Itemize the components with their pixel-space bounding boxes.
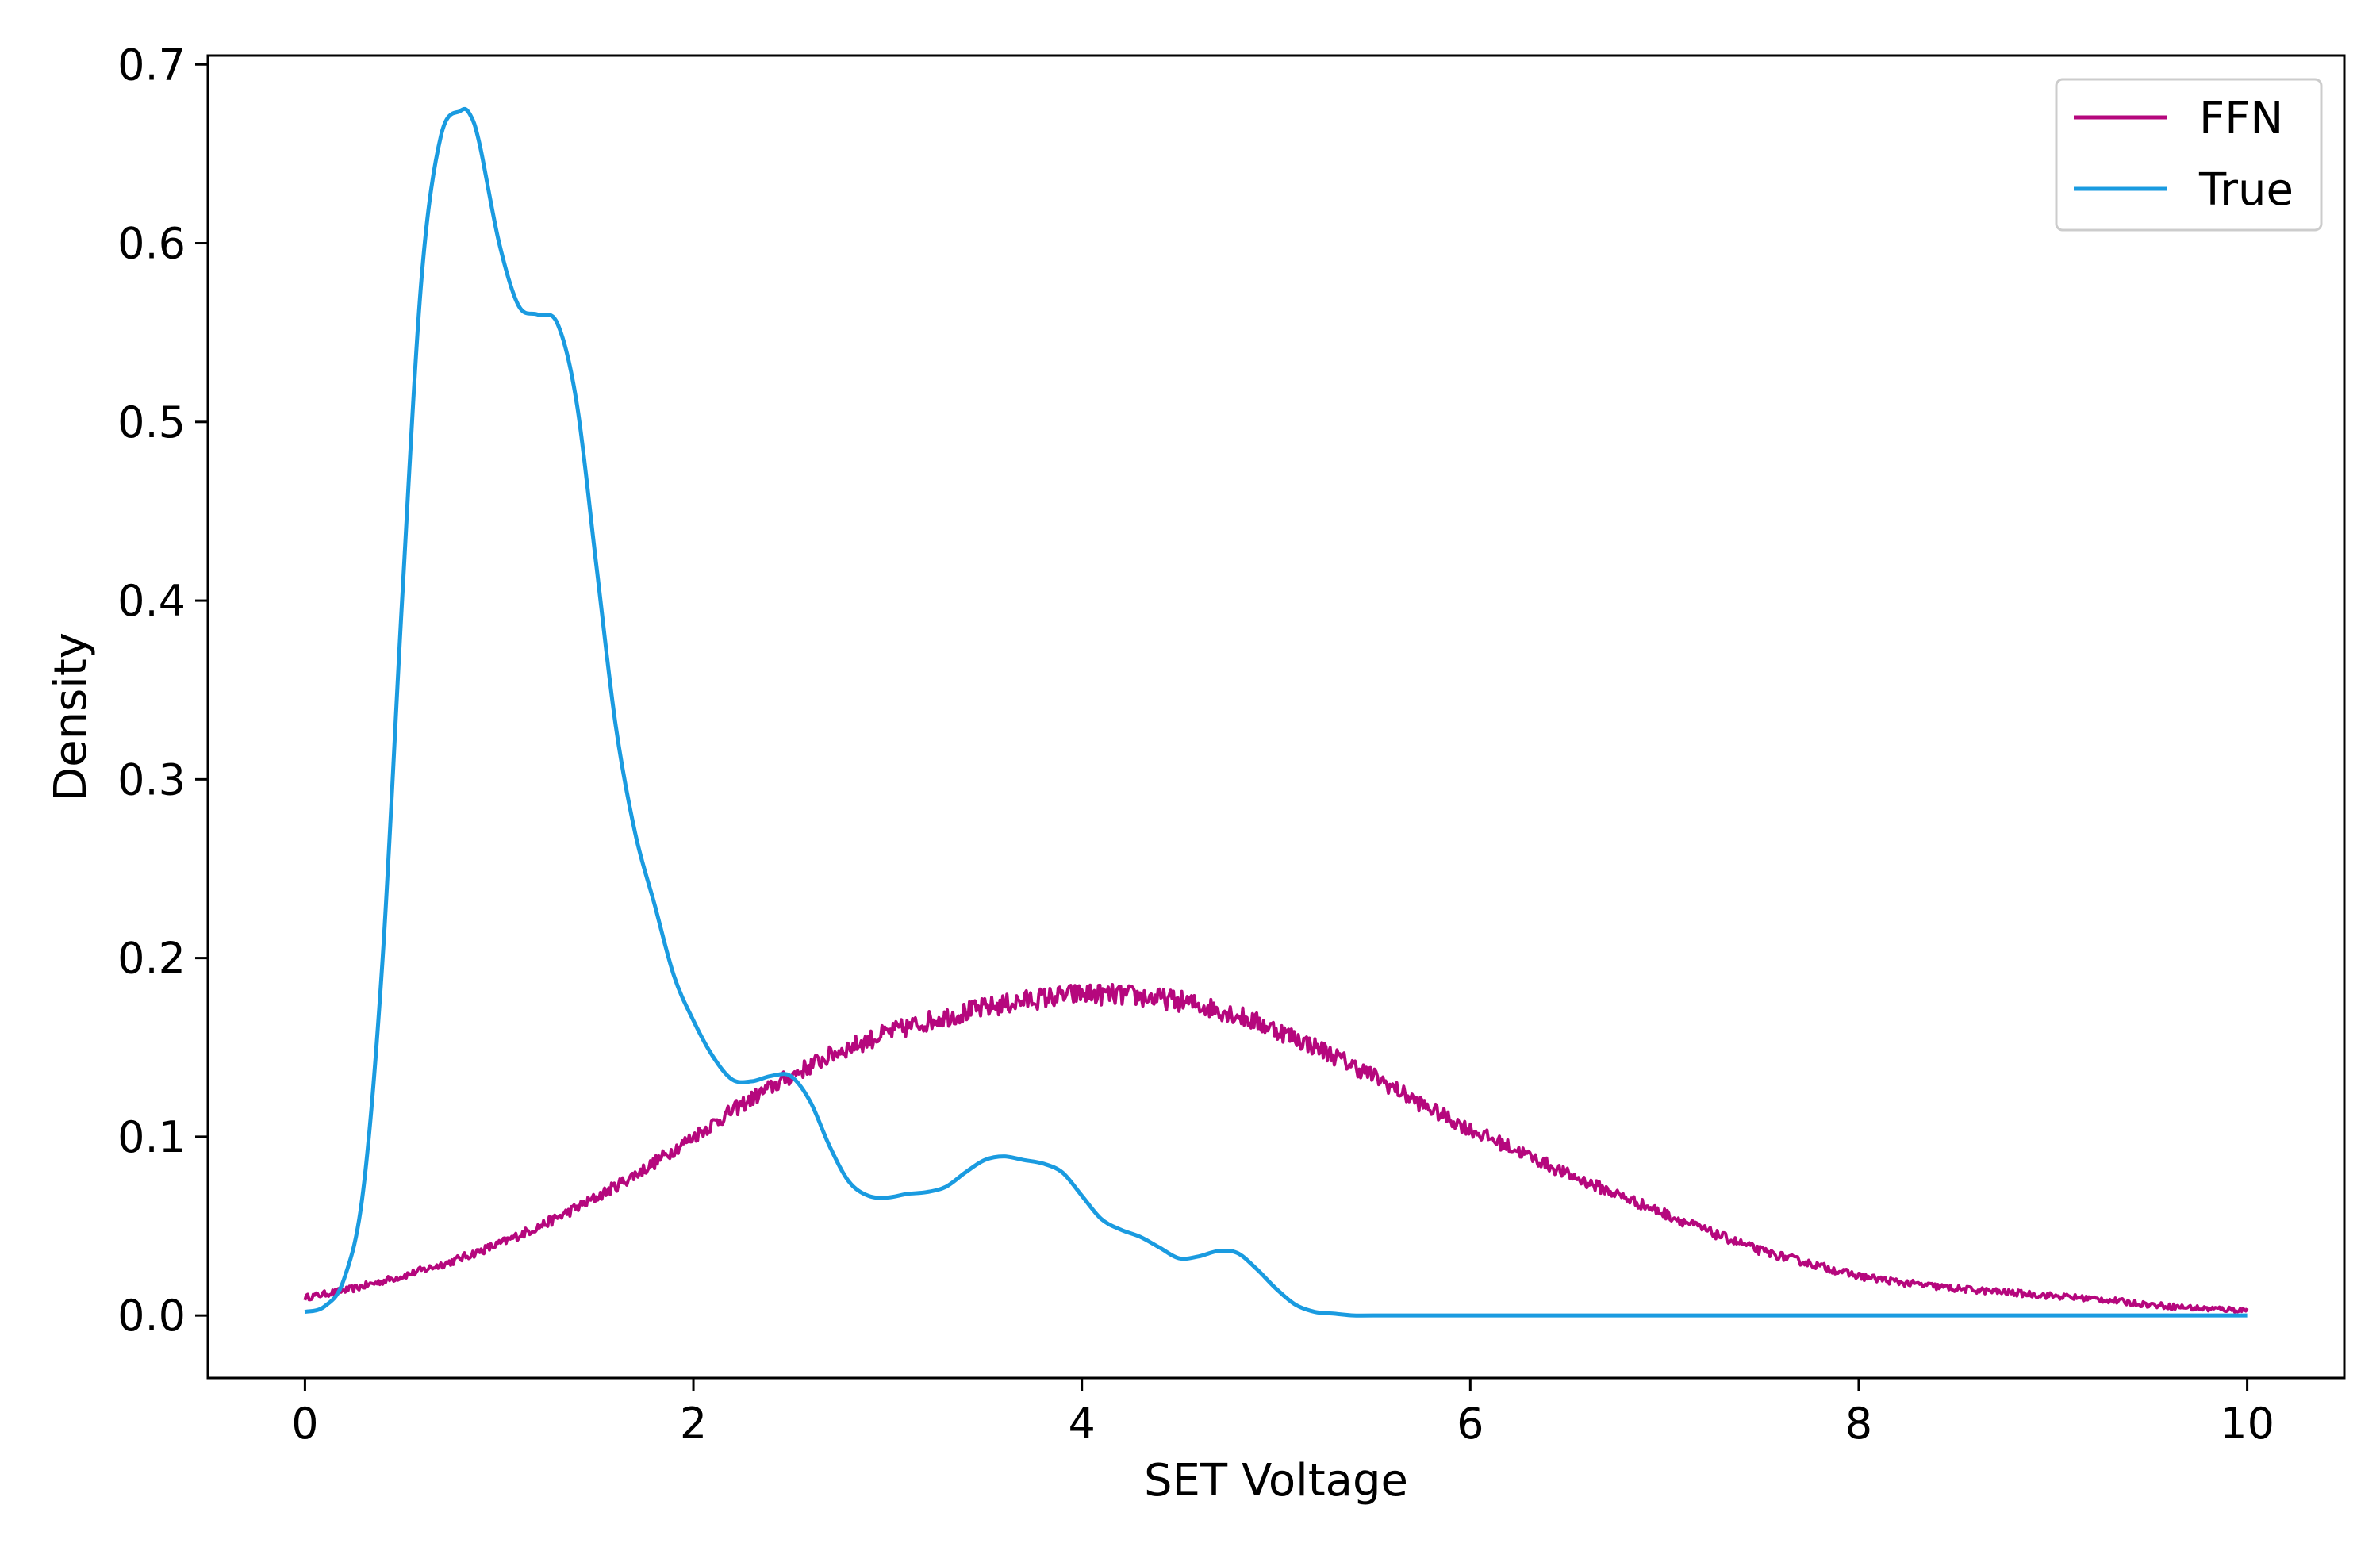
- y-tick-label: 0.3: [117, 754, 186, 804]
- y-tick-label: 0.4: [117, 576, 186, 626]
- y-tick-label: 0.7: [117, 40, 186, 90]
- x-axis-label: SET Voltage: [1144, 1455, 1408, 1507]
- y-tick-label: 0.0: [117, 1291, 186, 1341]
- series-line-ffn: [303, 983, 2249, 1314]
- x-tick-label: 10: [2220, 1399, 2274, 1449]
- series-layer: [303, 106, 2249, 1318]
- y-tick-label: 0.1: [117, 1112, 186, 1162]
- legend-label-ffn: FFN: [2199, 93, 2283, 144]
- x-tick-label: 0: [291, 1399, 318, 1449]
- legend: FFN True: [2055, 78, 2323, 232]
- y-tick-label: 0.6: [117, 219, 186, 269]
- y-axis: 0.0 0.1 0.2 0.3 0.4 0.5 0.6 0.7: [117, 40, 208, 1341]
- y-tick-label: 0.2: [117, 934, 186, 984]
- x-tick-label: 2: [680, 1399, 707, 1449]
- x-tick-label: 6: [1457, 1399, 1484, 1449]
- y-tick-label: 0.5: [117, 397, 186, 447]
- y-axis-label: Density: [45, 632, 97, 801]
- plot-frame: [206, 54, 2346, 1380]
- x-tick-label: 8: [1845, 1399, 1872, 1449]
- x-axis: 0 2 4 6 8 10: [291, 1378, 2274, 1449]
- series-line-true: [304, 106, 2248, 1318]
- legend-label-true: True: [2198, 164, 2294, 216]
- x-tick-label: 4: [1069, 1399, 1096, 1449]
